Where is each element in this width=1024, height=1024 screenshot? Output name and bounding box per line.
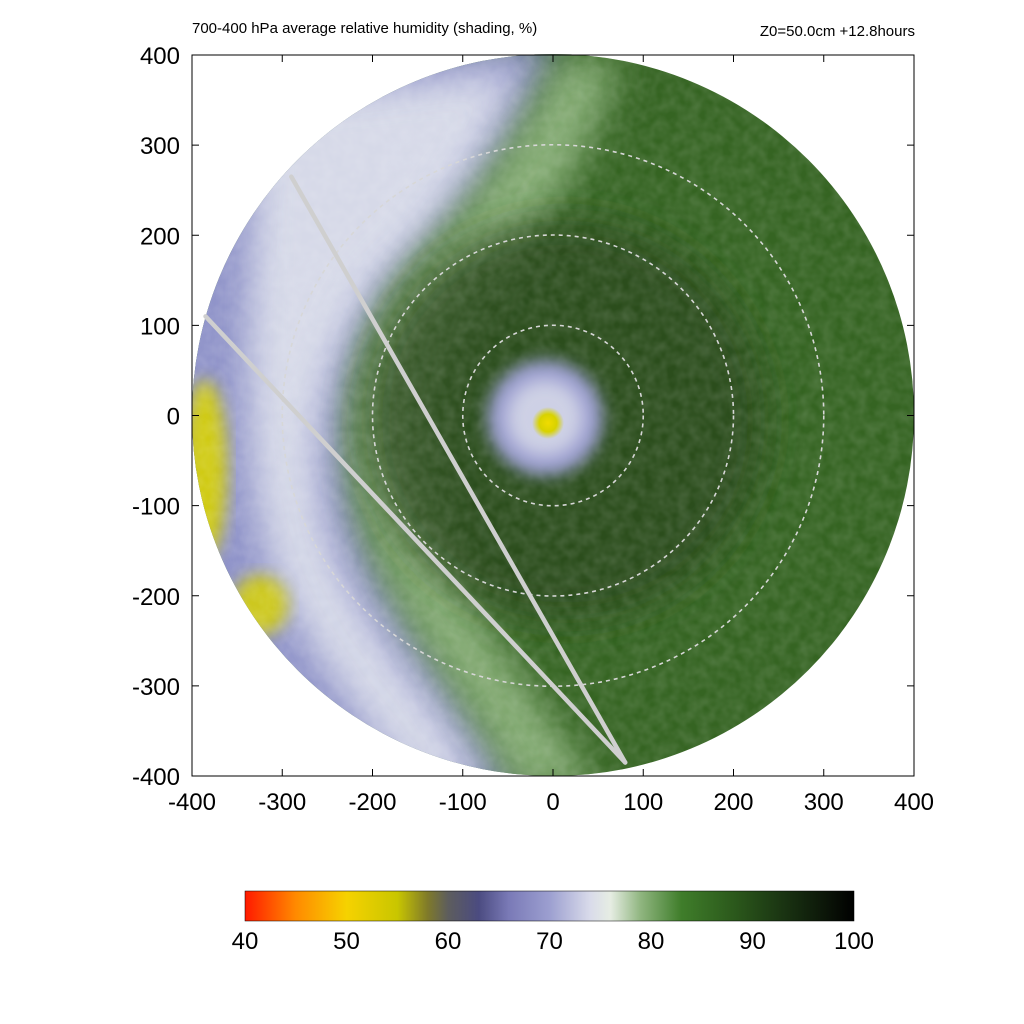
colorbar-gradient	[244, 890, 855, 922]
humidity-field	[192, 54, 914, 776]
eye-core	[532, 407, 564, 439]
colorbar-ticks: 40 50 60 70 80 90 100	[232, 928, 874, 955]
y-tick-label: -400	[132, 764, 180, 791]
x-axis: -400 -300 -200 -100 0 100 200 300 400	[168, 55, 934, 816]
colorbar-tick-label: 40	[232, 928, 259, 955]
y-tick-label: 300	[140, 133, 180, 160]
y-tick-label: 400	[140, 43, 180, 70]
colorbar-tick-label: 50	[333, 928, 360, 955]
chart-subtitle: Z0=50.0cm +12.8hours	[760, 23, 915, 40]
y-tick-label: 200	[140, 223, 180, 250]
colorbar-tick-label: 60	[435, 928, 462, 955]
y-tick-label: -200	[132, 584, 180, 611]
colorbar-tick-label: 80	[638, 928, 665, 955]
x-tick-label: -300	[258, 789, 306, 816]
x-tick-label: 200	[713, 789, 753, 816]
colorbar-tick-label: 70	[536, 928, 563, 955]
range-ring-100	[461, 324, 645, 507]
colorbar-tick-label: 100	[834, 928, 874, 955]
x-tick-label: -400	[168, 789, 216, 816]
track-line-1	[203, 314, 628, 765]
x-tick-label: 300	[804, 789, 844, 816]
range-ring-200	[371, 234, 735, 597]
colorbar-tick-label: 90	[739, 928, 766, 955]
x-tick-label: 0	[546, 789, 559, 816]
x-tick-label: 400	[894, 789, 934, 816]
colorbar: 40 50 60 70 80 90 100	[232, 890, 874, 955]
y-axis: -400 -300 -200 -100 0 100 200 300 400	[132, 43, 914, 791]
x-tick-label: 100	[623, 789, 663, 816]
track-lines	[203, 174, 628, 765]
y-tick-label: 100	[140, 313, 180, 340]
x-tick-label: -200	[348, 789, 396, 816]
y-tick-label: -300	[132, 674, 180, 701]
track-line-2	[289, 174, 628, 765]
x-tick-label: -100	[439, 789, 487, 816]
chart-title: 700-400 hPa average relative humidity (s…	[192, 20, 537, 37]
y-tick-label: 0	[167, 404, 180, 431]
y-tick-label: -100	[132, 494, 180, 521]
